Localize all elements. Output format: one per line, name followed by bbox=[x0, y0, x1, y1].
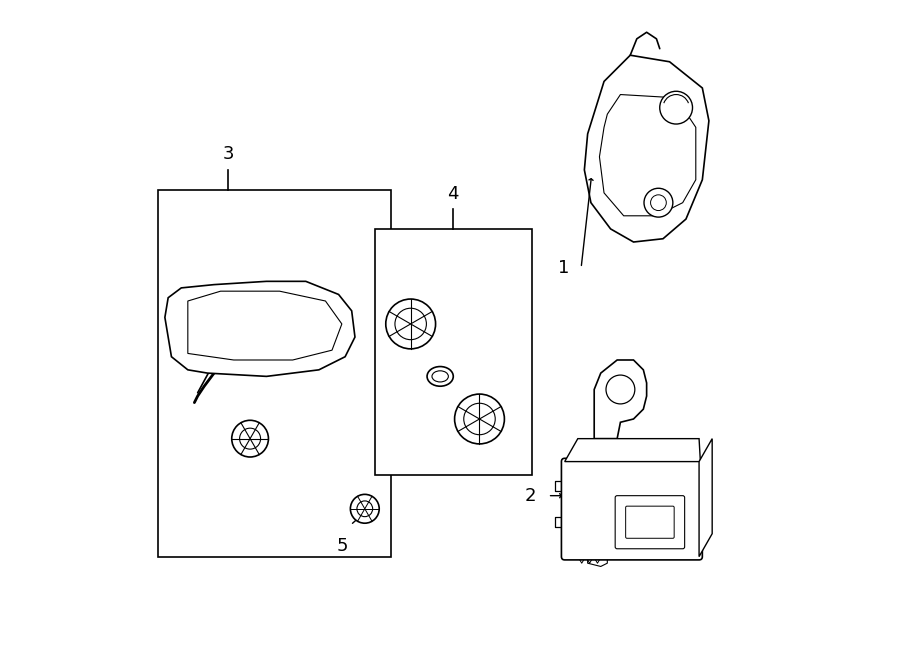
Text: 4: 4 bbox=[447, 184, 459, 203]
Polygon shape bbox=[699, 439, 712, 557]
Bar bbox=[374, 229, 532, 475]
Polygon shape bbox=[188, 292, 342, 360]
Text: 1: 1 bbox=[558, 259, 570, 277]
Circle shape bbox=[454, 394, 504, 444]
Circle shape bbox=[231, 420, 268, 457]
Circle shape bbox=[386, 299, 436, 349]
Circle shape bbox=[395, 308, 427, 340]
Polygon shape bbox=[564, 439, 700, 461]
Ellipse shape bbox=[428, 367, 454, 386]
Circle shape bbox=[644, 188, 673, 217]
Polygon shape bbox=[599, 95, 696, 215]
Circle shape bbox=[651, 195, 666, 211]
Circle shape bbox=[350, 494, 379, 524]
Polygon shape bbox=[594, 360, 646, 439]
Text: 2: 2 bbox=[525, 486, 536, 504]
FancyBboxPatch shape bbox=[616, 496, 685, 549]
Circle shape bbox=[660, 91, 692, 124]
Bar bbox=[158, 190, 391, 557]
Polygon shape bbox=[165, 282, 355, 376]
Ellipse shape bbox=[432, 371, 448, 382]
Circle shape bbox=[606, 375, 634, 404]
Text: 3: 3 bbox=[222, 145, 234, 163]
Text: 5: 5 bbox=[336, 537, 347, 555]
Circle shape bbox=[357, 501, 373, 517]
FancyBboxPatch shape bbox=[626, 506, 674, 538]
Polygon shape bbox=[584, 56, 709, 242]
Circle shape bbox=[464, 403, 495, 435]
Circle shape bbox=[239, 428, 261, 449]
FancyBboxPatch shape bbox=[562, 458, 702, 560]
